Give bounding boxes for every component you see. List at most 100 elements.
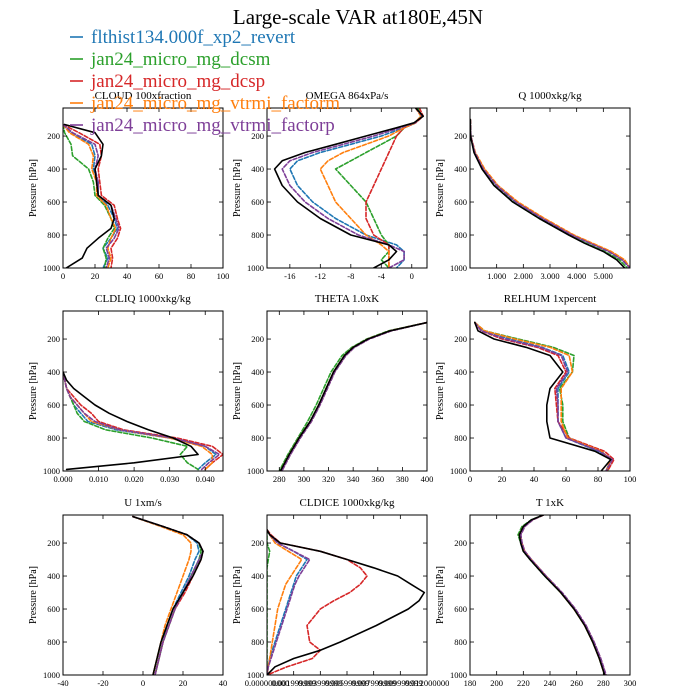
x-tick-label: 0.000	[53, 474, 72, 484]
legend-label: flthist134.000f_xp2_revert	[91, 27, 296, 48]
legend-label: jan24_micro_mg_dcsm	[90, 49, 271, 70]
x-tick-label: -4	[378, 271, 386, 281]
series-jan24_micro_mg_dcsp	[470, 118, 630, 268]
x-tick-label: 400	[421, 474, 434, 484]
series-jan24_micro_mg_vtrmi_factorp	[473, 321, 614, 471]
x-tick-label: 280	[597, 678, 610, 688]
x-tick-label: -20	[97, 678, 108, 688]
y-tick-label: 800	[454, 637, 467, 647]
x-tick-label: -12	[315, 271, 326, 281]
x-tick-label: 320	[322, 474, 335, 484]
legend: flthist134.000f_xp2_revertjan24_micro_mg…	[70, 27, 340, 136]
series-reference	[63, 123, 115, 268]
x-tick-label: 1.000	[487, 271, 506, 281]
y-axis-label: Pressure [hPa]	[435, 362, 446, 420]
y-tick-label: 400	[454, 164, 467, 174]
legend-label: jan24_micro_mg_vtrmi_factorp	[90, 115, 335, 136]
series-jan24_micro_mg_dcsm	[267, 528, 271, 675]
legend-item: jan24_micro_mg_dcsm	[70, 49, 271, 70]
series-jan24_micro_mg_vtrmi_factorm	[267, 528, 303, 675]
series-flthist134.000f_xp2_revert	[63, 371, 217, 471]
x-tick-label: 20	[91, 271, 100, 281]
y-tick-label: 1000	[43, 263, 60, 273]
series-jan24_micro_mg_vtrmi_factorp	[63, 371, 221, 471]
x-tick-label: 280	[273, 474, 286, 484]
y-tick-label: 200	[47, 334, 60, 344]
plot-frame	[62, 514, 224, 676]
y-axis-label: Pressure [hPa]	[435, 566, 446, 624]
x-tick-label: 0.012000000	[405, 678, 450, 688]
plot-frame	[62, 310, 224, 472]
y-tick-label: 200	[454, 131, 467, 141]
panel-title: CLDLIQ 1000xkg/kg	[95, 293, 191, 305]
y-tick-label: 600	[454, 400, 467, 410]
x-tick-label: 0.020	[125, 474, 144, 484]
y-tick-label: 400	[454, 571, 467, 581]
panel-title: T 1xK	[536, 497, 564, 509]
y-tick-label: 1000	[450, 670, 467, 680]
x-tick-label: -40	[57, 678, 68, 688]
series-jan24_micro_mg_dcsm	[63, 123, 115, 268]
series-jan24_micro_mg_vtrmi_factorp	[280, 321, 427, 471]
series-reference	[132, 515, 204, 675]
y-axis-label: Pressure [hPa]	[232, 362, 243, 420]
x-tick-label: 4.000	[567, 271, 586, 281]
y-tick-label: 1000	[450, 263, 467, 273]
x-tick-label: 2.000	[514, 271, 533, 281]
x-tick-label: 0	[468, 474, 472, 484]
y-tick-label: 200	[47, 131, 60, 141]
panel-title: CLOUD 100xfraction	[95, 90, 192, 102]
y-tick-label: 1000	[247, 263, 264, 273]
x-tick-label: 100	[217, 271, 230, 281]
panel-title: RELHUM 1xpercent	[504, 293, 597, 305]
series-jan24_micro_mg_dcsm	[132, 515, 202, 675]
series-reference	[518, 515, 606, 675]
x-tick-label: 220	[517, 678, 530, 688]
x-tick-label: 3.000	[540, 271, 559, 281]
series-reference	[473, 321, 612, 471]
x-tick-label: 100	[624, 474, 637, 484]
y-axis-label: Pressure [hPa]	[28, 159, 39, 217]
panel-5: THETA 1.0xK 280 300 320 340 360 380 400 200 400 60…	[232, 293, 433, 484]
x-tick-label: 40	[123, 271, 132, 281]
y-tick-label: 400	[251, 571, 264, 581]
y-tick-label: 1000	[43, 670, 60, 680]
panel-title: THETA 1.0xK	[315, 293, 380, 305]
panel-3: Q 1000xkg/kg 1.000 2.000 3.000 4.000 5.000 200…	[435, 90, 631, 281]
x-tick-label: 0.030	[160, 474, 179, 484]
legend-item: jan24_micro_mg_vtrmi_factorp	[70, 115, 335, 136]
panel-title: CLDICE 1000xkg/kg	[299, 497, 395, 509]
plot-frame	[469, 310, 631, 472]
x-tick-label: 300	[624, 678, 637, 688]
main-title: Large-scale VAR at180E,45N	[233, 5, 483, 29]
series-flthist134.000f_xp2_revert	[267, 528, 308, 675]
panel-title: OMEGA 864xPa/s	[306, 90, 389, 102]
series-jan24_micro_mg_dcsp	[132, 515, 204, 675]
x-tick-label: 0	[410, 271, 414, 281]
series-reference	[279, 321, 427, 471]
y-axis-label: Pressure [hPa]	[232, 566, 243, 624]
series-jan24_micro_mg_vtrmi_factorm	[319, 108, 422, 268]
x-tick-label: 60	[562, 474, 571, 484]
series-reference	[470, 118, 626, 268]
x-tick-label: 0	[141, 678, 145, 688]
x-tick-label: 80	[187, 271, 196, 281]
y-tick-label: 800	[251, 230, 264, 240]
y-axis-label: Pressure [hPa]	[28, 362, 39, 420]
y-tick-label: 200	[251, 334, 264, 344]
x-tick-label: 0.005999999	[325, 678, 370, 688]
series-reference	[63, 371, 199, 471]
y-tick-label: 400	[47, 164, 60, 174]
series-jan24_micro_mg_dcsp	[473, 321, 615, 471]
y-tick-label: 400	[454, 367, 467, 377]
series-jan24_micro_mg_vtrmi_factorm	[470, 118, 630, 268]
legend-item: jan24_micro_mg_dcsp	[70, 71, 265, 92]
y-tick-label: 800	[251, 433, 264, 443]
y-tick-label: 600	[454, 604, 467, 614]
legend-label: jan24_micro_mg_vtrmi_factorm	[90, 93, 340, 114]
series-flthist134.000f_xp2_revert	[280, 321, 427, 471]
y-axis-label: Pressure [hPa]	[232, 159, 243, 217]
y-tick-label: 1000	[43, 466, 60, 476]
plot-frame	[266, 107, 428, 269]
